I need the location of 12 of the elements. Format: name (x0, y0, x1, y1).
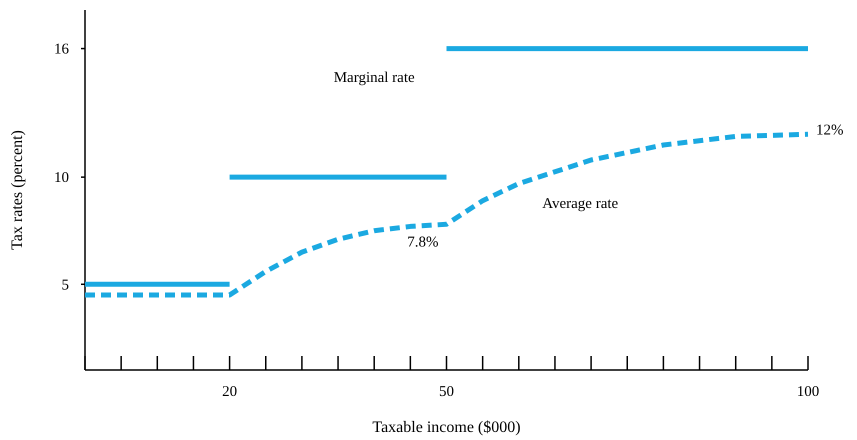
x-axis-title: Taxable income ($000) (372, 419, 521, 436)
x-tick-label: 20 (222, 384, 238, 400)
y-tick-label: 10 (54, 170, 69, 186)
text: Marginal rate (334, 70, 416, 86)
annotation: 7.8% (407, 234, 438, 250)
x-tick-label: 100 (796, 384, 820, 400)
annotation: 12% (816, 122, 844, 138)
y-axis-title: Tax rates (percent) (9, 130, 26, 250)
y-tick-label: 5 (62, 277, 69, 294)
y-tick-label: 16 (54, 42, 70, 58)
x-tick-label: 50 (439, 384, 454, 400)
series-label: Average rate (542, 196, 619, 212)
